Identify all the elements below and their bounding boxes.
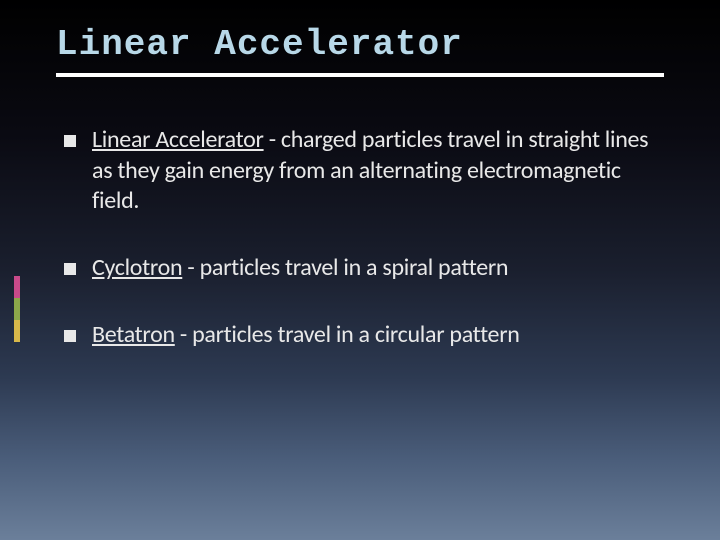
bullet-marker-icon [64,135,76,147]
bullet-text: Betatron - particles travel in a circula… [92,320,664,351]
list-item: Cyclotron - particles travel in a spiral… [64,253,664,284]
title-underline [56,73,664,77]
accent-bar-yellow [14,320,20,342]
definition: - particles travel in a spiral pattern [182,253,508,282]
slide-content: Linear Accelerator - charged particles t… [56,125,664,351]
bullet-text: Cyclotron - particles travel in a spiral… [92,253,664,284]
definition: - particles travel in a circular pattern [175,320,520,349]
term: Cyclotron [92,253,182,282]
accent-bars [14,276,20,342]
term: Betatron [92,320,175,349]
bullet-marker-icon [64,330,76,342]
slide: Linear Accelerator Linear Accelerator - … [0,0,720,540]
list-item: Betatron - particles travel in a circula… [64,320,664,351]
accent-bar-magenta [14,276,20,298]
bullet-text: Linear Accelerator - charged particles t… [92,125,664,217]
accent-bar-green [14,298,20,320]
term: Linear Accelerator [92,125,264,154]
bullet-marker-icon [64,263,76,275]
slide-title: Linear Accelerator [56,24,664,65]
list-item: Linear Accelerator - charged particles t… [64,125,664,217]
